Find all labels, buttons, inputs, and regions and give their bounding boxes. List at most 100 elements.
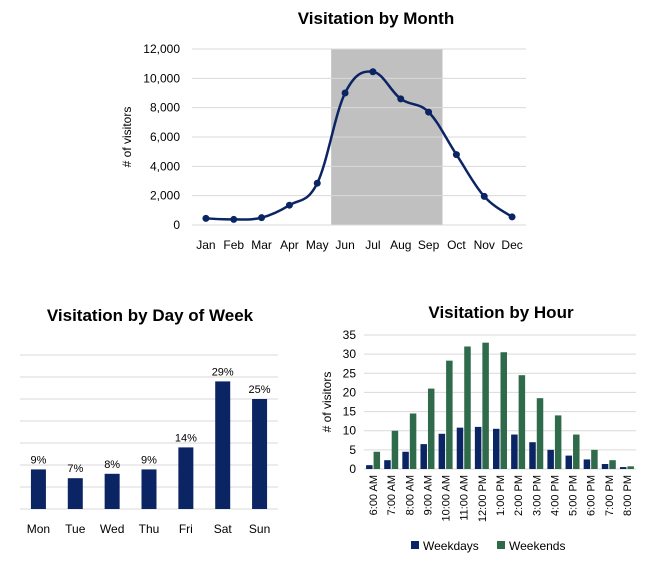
month-x-tick-label: Nov xyxy=(474,238,495,252)
month-x-tick-label: Aug xyxy=(390,238,411,252)
hour-x-tick-label: 3:00 PM xyxy=(531,475,543,516)
hour-bar-weekdays xyxy=(583,459,591,469)
month-point xyxy=(285,201,293,209)
month-points xyxy=(202,68,516,223)
hour-bar-weekdays xyxy=(402,451,409,469)
month-y-tick-label: 2,000 xyxy=(150,189,180,203)
hour-bar-weekdays xyxy=(529,442,536,469)
month-x-tick-label: Dec xyxy=(501,238,522,252)
day-x-tick-label: Wed xyxy=(100,522,124,536)
hour-x-tick-label: 6:00 PM xyxy=(586,475,598,516)
month-y-tick-label: 8,000 xyxy=(150,101,180,115)
hour-x-tick-label: 4:00 PM xyxy=(549,475,561,516)
hour-bar-weekdays xyxy=(384,460,391,469)
day-data-label: 8% xyxy=(104,459,120,471)
month-point xyxy=(202,214,210,222)
month-point xyxy=(508,213,516,221)
day-x-tick-label: Sun xyxy=(249,522,270,536)
month-x-tick-label: Jul xyxy=(365,238,380,252)
hour-y-tick-label: 10 xyxy=(343,424,357,438)
hour-chart: Visitation by Hour # of visitors 0 5 10 15 2… xyxy=(320,303,636,553)
hour-bar-weekends xyxy=(554,415,562,469)
hour-x-tick-label: 9:00 AM xyxy=(422,475,434,515)
hour-x-tick-label: 8:00 AM xyxy=(404,475,416,515)
hour-bar-weekends xyxy=(573,434,580,469)
hour-bar-weekends xyxy=(464,346,471,469)
month-point xyxy=(258,214,266,222)
hour-x-tick-label: 6:00 AM xyxy=(368,475,380,515)
hour-bar-weekdays xyxy=(601,464,609,469)
month-y-tick-label: 6,000 xyxy=(150,130,180,144)
hour-bar-weekends xyxy=(482,342,489,469)
hour-x-tick-label: 5:00 PM xyxy=(568,475,580,516)
day-x-ticks: Mon Tue Wed Thu Fri Sat Sun xyxy=(27,522,270,536)
month-x-tick-label: Feb xyxy=(223,238,244,252)
month-x-tick-label: Jun xyxy=(335,238,354,252)
day-data-label: 25% xyxy=(249,384,271,396)
hour-gridlines xyxy=(364,334,636,470)
month-x-ticks: Jan Feb Mar Apr May Jun Jul Aug Sep Oct Nov Dec xyxy=(196,238,523,252)
hour-x-tick-label: 10:00 AM xyxy=(441,475,453,521)
hour-x-tick-label: 12:00 PM xyxy=(477,475,489,522)
day-data-label: 29% xyxy=(212,366,234,378)
day-bar xyxy=(104,473,120,509)
hour-bar-weekdays xyxy=(438,433,446,469)
hour-bar-weekdays xyxy=(565,455,573,469)
day-bars xyxy=(30,381,268,509)
hour-bar-weekdays xyxy=(420,444,427,469)
hour-bar-weekends xyxy=(627,466,634,469)
hour-y-tick-label: 25 xyxy=(343,366,357,380)
month-point xyxy=(313,179,321,187)
month-point xyxy=(341,89,349,97)
day-data-labels: 9% 7% 8% 9% 14% 29% 25% xyxy=(30,366,270,475)
hour-y-tick-label: 0 xyxy=(349,462,356,476)
hour-x-tick-label: 1:00 PM xyxy=(495,475,507,516)
day-x-tick-label: Fri xyxy=(179,522,193,536)
hour-bar-weekdays xyxy=(511,434,518,469)
hour-bar-weekends xyxy=(446,360,453,469)
month-x-tick-label: Mar xyxy=(251,238,272,252)
hour-y-tick-label: 30 xyxy=(343,347,357,361)
hour-bar-weekdays xyxy=(493,428,500,469)
hour-bar-weekends xyxy=(373,451,381,469)
day-data-label: 9% xyxy=(141,454,157,466)
hour-x-tick-label: 2:00 PM xyxy=(513,475,525,516)
month-chart: Visitation by Month # of visitors 0 2,000… xyxy=(120,9,526,252)
day-bar xyxy=(67,478,83,509)
hour-bar-weekends xyxy=(427,388,435,469)
hour-y-tick-label: 35 xyxy=(343,328,357,342)
hour-chart-title: Visitation by Hour xyxy=(428,303,574,322)
month-point xyxy=(480,192,488,200)
hour-y-tick-label: 15 xyxy=(343,405,357,419)
month-y-tick-label: 12,000 xyxy=(143,42,180,56)
day-bar xyxy=(141,469,157,509)
day-x-tick-label: Mon xyxy=(27,522,50,536)
day-bar xyxy=(215,381,231,509)
day-bar xyxy=(30,469,46,509)
hour-x-ticks: 6:00 AM 7:00 AM 8:00 AM 9:00 AM 10:00 AM 11:0… xyxy=(368,475,634,522)
day-x-tick-label: Sat xyxy=(214,522,233,536)
hour-x-tick-label: 7:00 AM xyxy=(386,475,398,515)
hour-bar-weekends xyxy=(591,449,598,469)
day-x-tick-label: Tue xyxy=(65,522,86,536)
hour-bar-weekdays xyxy=(547,449,554,469)
hour-bar-weekdays xyxy=(456,427,464,469)
hour-bar-weekends xyxy=(536,398,544,469)
month-x-tick-label: Oct xyxy=(447,238,466,252)
hour-bar-weekends xyxy=(609,460,616,469)
day-bar xyxy=(178,447,194,509)
hour-bar-weekdays xyxy=(474,426,482,469)
month-gridlines xyxy=(192,48,526,226)
month-point xyxy=(425,108,433,116)
hour-bar-weekends xyxy=(500,352,507,469)
legend-label-weekends: Weekends xyxy=(509,539,565,553)
day-chart-title: Visitation by Day of Week xyxy=(47,306,254,325)
day-bar xyxy=(252,399,268,509)
legend-swatch-weekdays xyxy=(411,541,419,549)
hour-legend: Weekdays Weekends xyxy=(411,539,565,553)
month-x-tick-label: May xyxy=(306,238,329,252)
month-chart-ylabel: # of visitors xyxy=(120,107,134,168)
month-x-tick-label: Apr xyxy=(280,238,299,252)
legend-label-weekdays: Weekdays xyxy=(423,539,479,553)
